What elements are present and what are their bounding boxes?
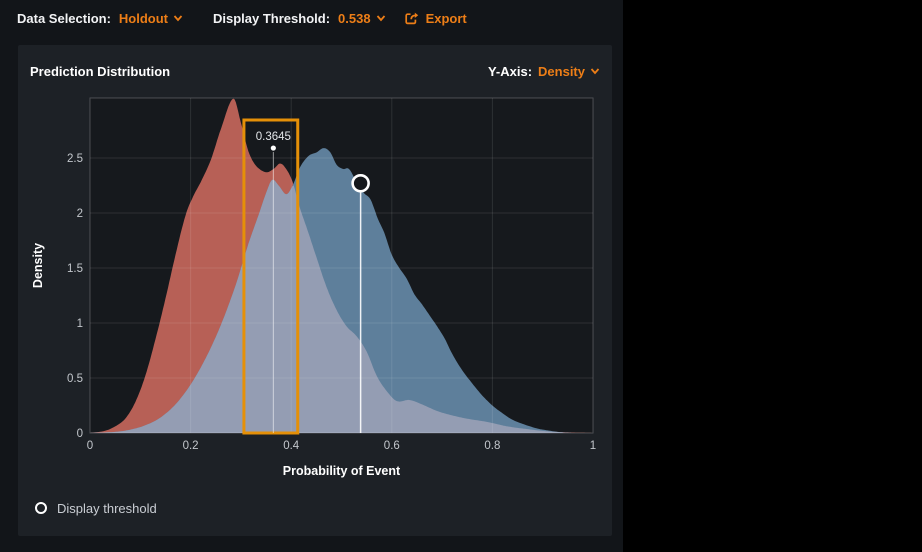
toolbar: Data Selection: Holdout Display Threshol… xyxy=(0,0,623,36)
prediction-distribution-panel: Prediction Distribution Y-Axis: Density … xyxy=(18,45,612,536)
export-icon xyxy=(404,12,418,24)
display-threshold-value: 0.538 xyxy=(338,10,371,26)
highlight-box[interactable] xyxy=(242,118,300,435)
y-tick-label: 2 xyxy=(77,208,83,220)
distribution-chart[interactable]: 0 0.2 0.4 0.6 0.8 1 0 0.5 1 1.5 2 2.5 Probability of… xyxy=(18,45,612,493)
x-tick-label: 0.4 xyxy=(283,440,300,452)
chart-legend: Display threshold xyxy=(35,499,157,517)
chevron-down-icon xyxy=(173,15,183,22)
display-threshold-label: Display Threshold: xyxy=(213,10,331,26)
x-tick-label: 0 xyxy=(87,440,93,452)
display-threshold-dropdown[interactable]: 0.538 xyxy=(338,11,386,26)
x-tick-label: 1 xyxy=(590,440,596,452)
y-tick-label: 0.5 xyxy=(67,373,83,385)
y-axis-label: Y-Axis: xyxy=(487,63,533,79)
panel-header: Prediction Distribution Y-Axis: Density xyxy=(30,62,600,80)
y-tick-label: 1 xyxy=(77,318,83,330)
hover-tooltip-value: 0.3645 xyxy=(256,131,291,143)
y-axis-title: Density xyxy=(31,243,45,288)
y-axis-value: Density xyxy=(538,63,585,79)
data-selection-value: Holdout xyxy=(118,10,169,26)
density-area-overlap xyxy=(90,179,593,433)
export-button[interactable]: Export xyxy=(404,11,467,26)
legend-label: Display threshold xyxy=(57,500,157,516)
x-axis-title: Probability of Event xyxy=(283,464,401,478)
chevron-down-icon xyxy=(590,68,600,75)
chevron-down-icon xyxy=(376,15,385,22)
x-tick-label: 0.6 xyxy=(384,440,400,452)
x-tick-label: 0.2 xyxy=(183,440,199,452)
y-axis-selector: Y-Axis: Density xyxy=(488,64,600,79)
export-label: Export xyxy=(425,10,467,26)
data-selection-dropdown[interactable]: Holdout xyxy=(119,11,183,26)
threshold-marker[interactable] xyxy=(351,173,370,193)
plot-border xyxy=(89,97,594,434)
hover-dot xyxy=(270,145,276,151)
y-tick-label: 1.5 xyxy=(67,263,83,275)
app-content: Data Selection: Holdout Display Threshol… xyxy=(0,0,623,552)
y-axis-dropdown[interactable]: Density xyxy=(538,64,600,79)
circle-outline-icon xyxy=(35,502,47,514)
x-tick-label: 0.8 xyxy=(484,440,500,452)
y-tick-label: 0 xyxy=(77,428,83,440)
panel-title: Prediction Distribution xyxy=(30,63,171,79)
y-tick-label: 2.5 xyxy=(67,153,83,165)
data-selection-label: Data Selection: xyxy=(17,10,111,26)
